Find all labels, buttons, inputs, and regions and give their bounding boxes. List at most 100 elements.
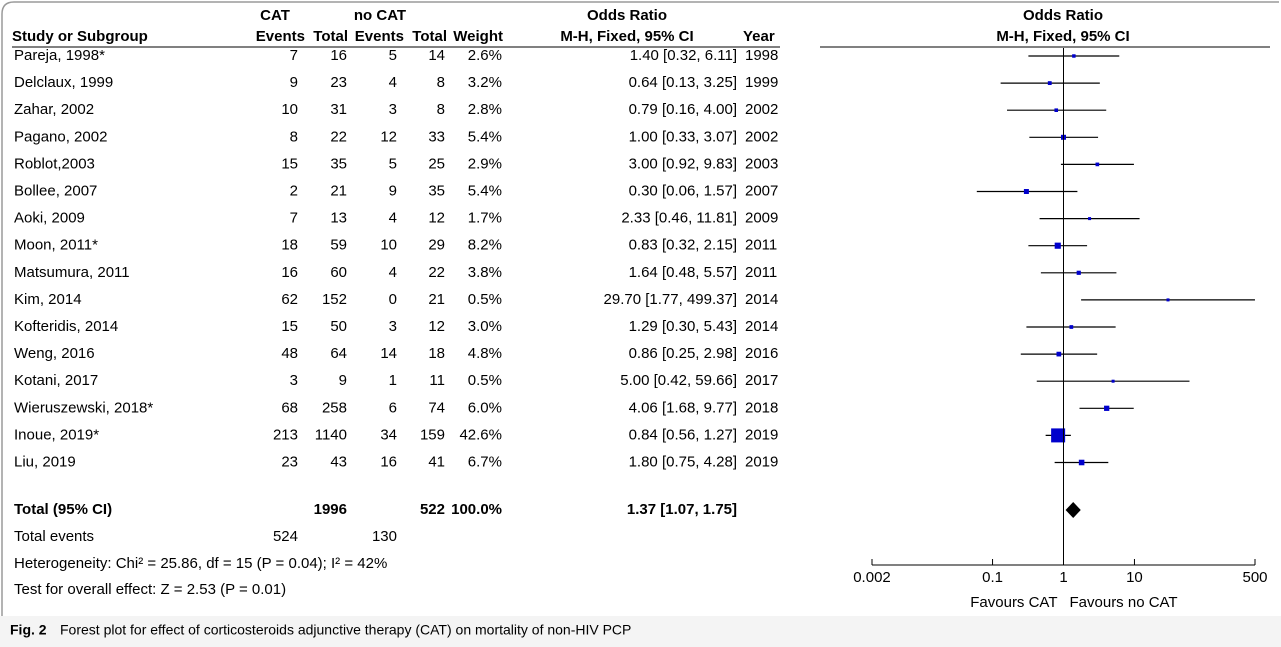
cell: 16 — [281, 264, 298, 281]
cell: 524 — [273, 528, 298, 545]
cell: 14 — [428, 47, 445, 64]
cell: 74 — [428, 399, 445, 416]
study-name: Aoki, 2009 — [14, 210, 85, 227]
overall-effect: Test for overall effect: Z = 2.53 (P = 0… — [14, 581, 286, 598]
cell: 5.4% — [468, 128, 502, 145]
cell: 4 — [389, 74, 397, 91]
cell: 68 — [281, 399, 298, 416]
study-name: Delclaux, 1999 — [14, 74, 113, 91]
cell: 64 — [330, 345, 347, 362]
cell: 1.40 [0.32, 6.11] — [630, 47, 737, 64]
cell: 43 — [330, 453, 347, 470]
or-box — [1069, 325, 1074, 329]
cell: 4.8% — [468, 345, 502, 362]
cell: 2007 — [745, 182, 778, 199]
plot-subtitle: M-H, Fixed, 95% CI — [996, 28, 1129, 45]
cell: 9 — [389, 182, 397, 199]
cell: 5.4% — [468, 182, 502, 199]
caption-text: Forest plot for effect of corticosteroid… — [60, 622, 631, 638]
cell: 0.5% — [468, 291, 502, 308]
cell: 2003 — [745, 155, 778, 172]
or-box — [1051, 428, 1066, 443]
cell: 2 — [290, 182, 298, 199]
cell: 3 — [290, 372, 298, 389]
cell: 8 — [437, 74, 445, 91]
cell: 2.8% — [468, 101, 502, 118]
cell: 16 — [330, 47, 347, 64]
cell: 29.70 [1.77, 499.37] — [604, 291, 737, 308]
cell: 2018 — [745, 399, 778, 416]
study-name: Kim, 2014 — [14, 291, 82, 308]
or-box — [1054, 108, 1059, 112]
heterogeneity: Heterogeneity: Chi² = 25.86, df = 15 (P … — [14, 555, 387, 572]
cell: 1999 — [745, 74, 778, 91]
cell: 8 — [290, 128, 298, 145]
study-name: Liu, 2019 — [14, 453, 76, 470]
cell: 3.00 [0.92, 9.83] — [629, 155, 737, 172]
cell: 21 — [330, 182, 347, 199]
cell: 100.0% — [451, 501, 502, 518]
favours-left: Favours CAT — [970, 594, 1057, 611]
cell: 1.29 [0.30, 5.43] — [629, 318, 737, 335]
cell: 29 — [428, 237, 445, 254]
group-header: CAT — [260, 7, 290, 24]
cell: 12 — [428, 210, 445, 227]
cell: 0.83 [0.32, 2.15] — [629, 237, 737, 254]
cell: 5 — [389, 47, 397, 64]
cell: 6.7% — [468, 453, 502, 470]
total-label: Total (95% CI) — [14, 501, 112, 518]
group-header: Odds Ratio — [587, 7, 667, 24]
cell: 7 — [290, 210, 298, 227]
cell: 13 — [330, 210, 347, 227]
group-header: no CAT — [354, 7, 406, 24]
cell: 48 — [281, 345, 298, 362]
cell: 33 — [428, 128, 445, 145]
column-header: Weight — [453, 28, 503, 45]
cell: 2.9% — [468, 155, 502, 172]
or-box — [1104, 405, 1110, 411]
study-name: Kotani, 2017 — [14, 372, 98, 389]
cell: 31 — [330, 101, 347, 118]
cell: 0.79 [0.16, 4.00] — [629, 101, 737, 118]
cell: 2002 — [745, 128, 778, 145]
cell: 152 — [322, 291, 347, 308]
cell: 8 — [437, 101, 445, 118]
cell: 1 — [389, 372, 397, 389]
or-box — [1076, 270, 1081, 275]
column-header: Total — [313, 28, 348, 45]
cell: 8.2% — [468, 237, 502, 254]
cell: 2017 — [745, 372, 778, 389]
cell: 2011 — [745, 237, 777, 254]
or-box — [1111, 379, 1115, 383]
cell: 62 — [281, 291, 298, 308]
cell: 2.33 [0.46, 11.81] — [621, 210, 737, 227]
cell: 0 — [389, 291, 397, 308]
cell: 3.2% — [468, 74, 502, 91]
cell: 4.06 [1.68, 9.77] — [629, 399, 737, 416]
cell: 3.8% — [468, 264, 502, 281]
cell: 18 — [281, 237, 298, 254]
cell: 35 — [330, 155, 347, 172]
cell: 23 — [281, 453, 298, 470]
cell: 258 — [322, 399, 347, 416]
study-name: Weng, 2016 — [14, 345, 95, 362]
study-name: Matsumura, 2011 — [14, 264, 130, 281]
cell: 130 — [372, 528, 397, 545]
cell: 12 — [380, 128, 397, 145]
column-header: Events — [355, 28, 404, 45]
cell: 42.6% — [459, 426, 502, 443]
cell: 2014 — [745, 291, 778, 308]
cell: 1998 — [745, 47, 778, 64]
x-tick-label: 0.002 — [853, 569, 891, 586]
cell: 1.80 [0.75, 4.28] — [629, 453, 737, 470]
cell: 2014 — [745, 318, 778, 335]
cell: 23 — [330, 74, 347, 91]
cell: 213 — [273, 426, 298, 443]
cell: 12 — [428, 318, 445, 335]
cell: 7 — [290, 47, 298, 64]
study-name: Pagano, 2002 — [14, 128, 107, 145]
cell: 3.0% — [468, 318, 502, 335]
study-name: Inoue, 2019* — [14, 426, 99, 443]
cell: 2002 — [745, 101, 778, 118]
